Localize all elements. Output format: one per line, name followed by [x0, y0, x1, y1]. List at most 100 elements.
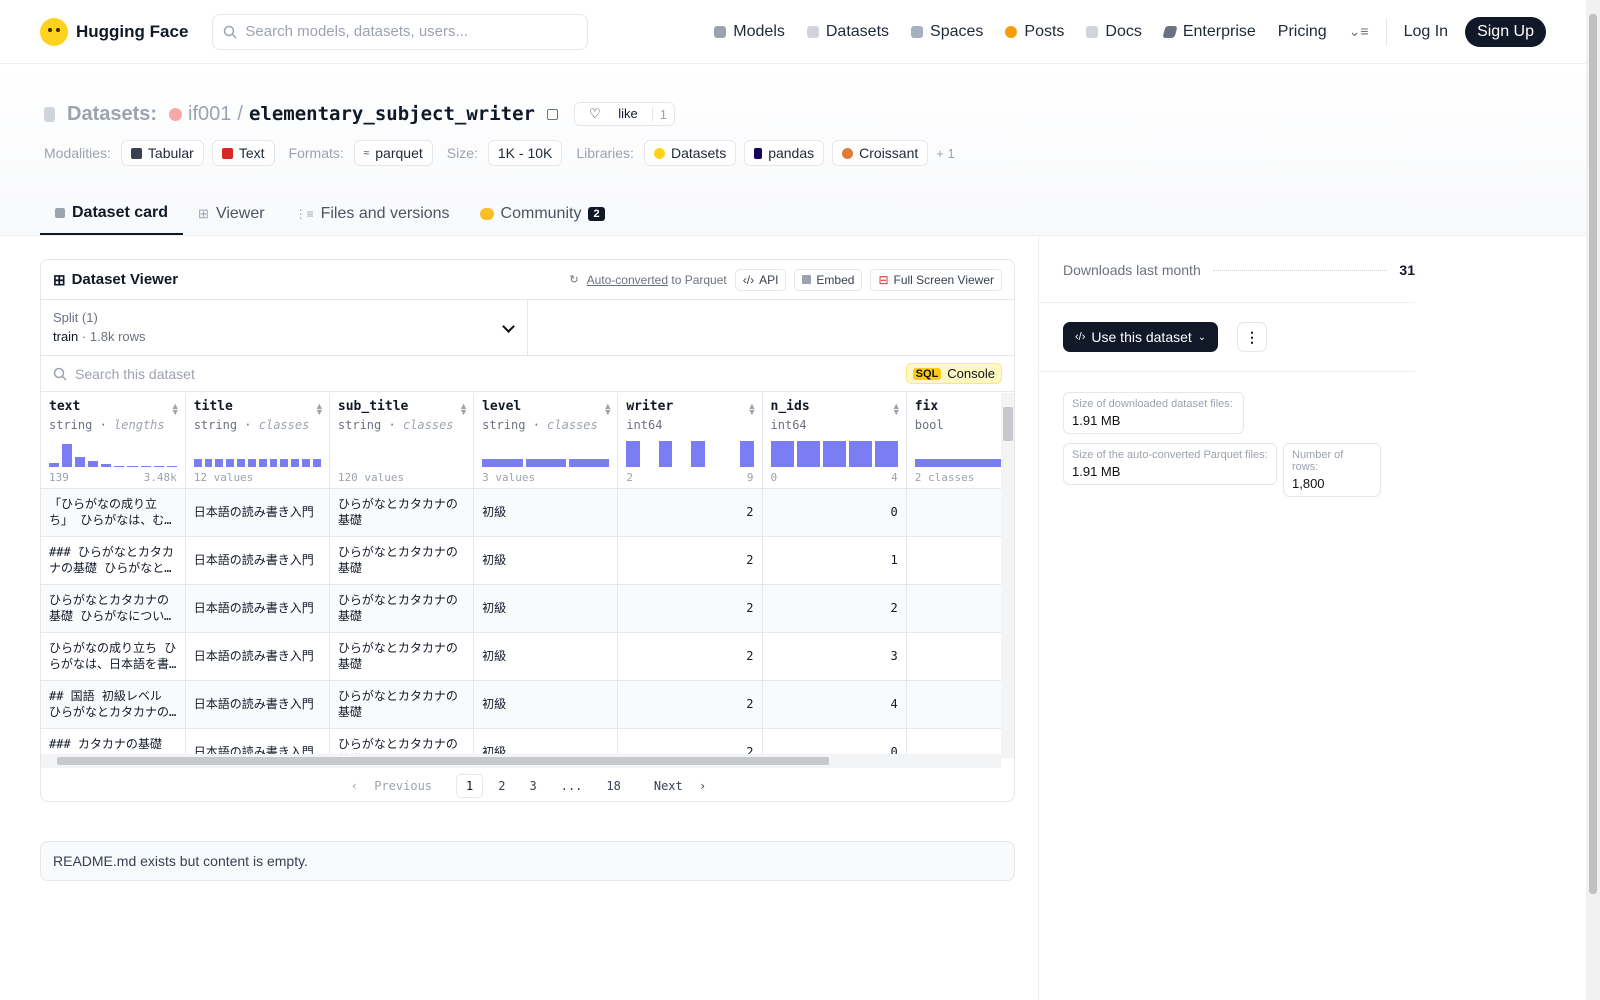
more-menu-icon[interactable]: ⌄≡ — [1348, 23, 1369, 39]
cell-sub-title[interactable]: ひらがなとカタカナの基礎 — [329, 584, 475, 633]
table-row[interactable]: ### ひらがなとカタカナの基礎 ひらがなとカタカナは、日本語を書くための文字で… — [41, 536, 1001, 585]
cell-level[interactable]: 初級 — [473, 632, 619, 681]
like-button[interactable]: ♡ like 1 — [573, 102, 675, 126]
cell-sub-title[interactable]: ひらがなとカタカナの基礎 — [329, 536, 475, 585]
cell-writer[interactable]: 2 — [617, 680, 763, 729]
cell-fix[interactable] — [906, 488, 1001, 537]
cell-level[interactable]: 初級 — [473, 488, 619, 537]
sort-icon[interactable]: ▲ ▼ — [891, 401, 901, 417]
brand-logo[interactable]: Hugging Face — [40, 17, 188, 46]
previous-page-button[interactable]: ‹ Previous — [342, 775, 450, 797]
cell-writer[interactable]: 2 — [617, 632, 763, 681]
cell-n-ids[interactable]: 4 — [762, 680, 907, 729]
cell-writer[interactable]: 2 — [617, 584, 763, 633]
sort-icon[interactable]: ▲ ▼ — [459, 401, 469, 417]
tag-parquet[interactable]: ≈ parquet — [353, 140, 433, 166]
tag-text[interactable]: Text — [211, 140, 275, 166]
cell-title[interactable]: 日本語の読み書き入門 — [185, 680, 330, 729]
cell-level[interactable]: 初級 — [473, 680, 619, 729]
split-selector[interactable]: Split (1) train · 1.8k rows — [41, 300, 528, 355]
tab-viewer[interactable]: ⊞ Viewer — [183, 192, 280, 235]
table-vertical-scrollbar[interactable] — [1001, 393, 1014, 758]
page-scroll-thumb[interactable] — [1589, 14, 1597, 894]
fullscreen-viewer-button[interactable]: ⊟ Full Screen Viewer — [870, 268, 1002, 291]
sql-console-button[interactable]: SQL Console — [905, 363, 1002, 384]
signup-button[interactable]: Sign Up — [1465, 16, 1546, 47]
table-horizontal-scrollbar[interactable] — [41, 754, 1001, 768]
sort-icon[interactable]: ▲ ▼ — [314, 401, 324, 417]
next-page-button[interactable]: Next › — [636, 775, 715, 797]
cell-fix[interactable] — [906, 536, 1001, 585]
table-row[interactable]: ひらがなの成り立ち ひらがなは、日本語を書くための文字です。 日本語の読み書き入… — [41, 632, 1001, 681]
page-1-button[interactable]: 1 — [456, 774, 484, 798]
nav-enterprise[interactable]: Enterprise — [1153, 23, 1267, 41]
horizontal-scroll-thumb[interactable] — [57, 757, 829, 765]
cell-n-ids[interactable]: 1 — [762, 536, 907, 585]
more-tags[interactable]: + 1 — [936, 145, 955, 161]
page-2-button[interactable]: 2 — [498, 779, 506, 793]
nav-datasets[interactable]: Datasets — [796, 23, 900, 41]
nav-spaces[interactable]: Spaces — [900, 23, 994, 41]
cell-fix[interactable] — [906, 728, 1001, 758]
nav-pricing[interactable]: Pricing — [1267, 23, 1338, 41]
cell-n-ids[interactable]: 0 — [762, 728, 907, 758]
tab-files[interactable]: ⋮≡ Files and versions — [280, 192, 465, 235]
cell-level[interactable]: 初級 — [473, 584, 619, 633]
column-header-title[interactable]: title string · classes 12 values ▲ ▼ — [185, 393, 330, 489]
cell-fix[interactable] — [906, 680, 1001, 729]
vertical-scroll-thumb[interactable] — [1003, 407, 1013, 441]
cell-title[interactable]: 日本語の読み書き入門 — [185, 632, 330, 681]
nav-models[interactable]: Models — [703, 23, 796, 41]
tab-community[interactable]: Community 2 — [465, 192, 620, 235]
cell-text[interactable]: ひらがなとカタカナの基礎 ひらがなについて学びましょう。 — [41, 584, 186, 633]
cell-text[interactable]: ひらがなの成り立ち ひらがなは、日本語を書くための文字です。 — [41, 632, 186, 681]
cell-sub-title[interactable]: ひらがなとカタカナの基礎 — [329, 728, 475, 758]
tag-pandas[interactable]: pandas — [744, 140, 825, 166]
login-link[interactable]: Log In — [1403, 22, 1449, 40]
cell-writer[interactable]: 2 — [617, 488, 763, 537]
column-header-sub-title[interactable]: sub_title string · classes 120 values ▲ ▼ — [329, 393, 475, 489]
global-search-input[interactable]: Search models, datasets, users... — [212, 13, 589, 50]
table-row[interactable]: ## 国語 初級レベル ひらがなとカタカナの基礎について学びましょう。 日本語の… — [41, 680, 1001, 729]
cell-writer[interactable]: 2 — [617, 536, 763, 585]
column-header-text[interactable]: text string · lengths 139 3.48k ▲ ▼ — [41, 393, 186, 489]
page-18-button[interactable]: 18 — [606, 779, 621, 793]
cell-level[interactable]: 初級 — [473, 536, 619, 585]
nav-posts[interactable]: Posts — [994, 23, 1075, 41]
cell-text[interactable]: ### カタカナの基礎 — [41, 728, 186, 758]
table-row[interactable]: ### カタカナの基礎 日本語の読み書き入門 ひらがなとカタカナの基礎 初級 2… — [41, 728, 1001, 758]
org-link[interactable]: if001 — [188, 102, 232, 125]
auto-converted-link[interactable]: Auto-converted to Parquet — [587, 273, 727, 287]
cell-text[interactable]: ### ひらがなとカタカナの基礎 ひらがなとカタカナは、日本語を書くための文字で… — [41, 536, 186, 585]
copy-icon[interactable] — [546, 108, 558, 120]
cell-text[interactable]: 「ひらがなの成り立ち」 ひらがなは、むかし、漢字をもとに作られました。 — [41, 488, 186, 537]
use-this-dataset-button[interactable]: ‹/› Use this dataset ⌄ — [1063, 322, 1219, 352]
column-header-fix[interactable]: fix bool 2 classes — [906, 393, 1001, 489]
cell-n-ids[interactable]: 0 — [762, 488, 907, 537]
dataset-name-link[interactable]: elementary_subject_writer — [248, 103, 535, 125]
sort-icon[interactable]: ▲ ▼ — [603, 401, 613, 417]
cell-title[interactable]: 日本語の読み書き入門 — [185, 488, 330, 537]
sort-icon[interactable]: ▲ ▼ — [170, 401, 180, 417]
cell-writer[interactable]: 2 — [617, 728, 763, 758]
nav-docs[interactable]: Docs — [1075, 23, 1152, 41]
cell-n-ids[interactable]: 3 — [762, 632, 907, 681]
cell-sub-title[interactable]: ひらがなとカタカナの基礎 — [329, 632, 475, 681]
table-row[interactable]: 「ひらがなの成り立ち」 ひらがなは、むかし、漢字をもとに作られました。 日本語の… — [41, 488, 1001, 537]
table-row[interactable]: ひらがなとカタカナの基礎 ひらがなについて学びましょう。 日本語の読み書き入門 … — [41, 584, 1001, 633]
tag-size[interactable]: 1K - 10K — [487, 140, 563, 166]
page-scrollbar[interactable] — [1586, 0, 1600, 1000]
cell-fix[interactable] — [906, 584, 1001, 633]
cell-sub-title[interactable]: ひらがなとカタカナの基礎 — [329, 680, 475, 729]
tag-tabular[interactable]: Tabular — [120, 140, 204, 166]
page-3-button[interactable]: 3 — [529, 779, 537, 793]
sort-icon[interactable]: ▲ ▼ — [747, 401, 757, 417]
api-button[interactable]: ‹/› API — [734, 268, 787, 291]
more-options-icon[interactable]: ⋮ — [1237, 322, 1267, 352]
cell-text[interactable]: ## 国語 初級レベル ひらがなとカタカナの基礎について学びましょう。 — [41, 680, 186, 729]
cell-title[interactable]: 日本語の読み書き入門 — [185, 536, 330, 585]
cell-n-ids[interactable]: 2 — [762, 584, 907, 633]
tag-datasets-lib[interactable]: Datasets — [643, 140, 737, 166]
